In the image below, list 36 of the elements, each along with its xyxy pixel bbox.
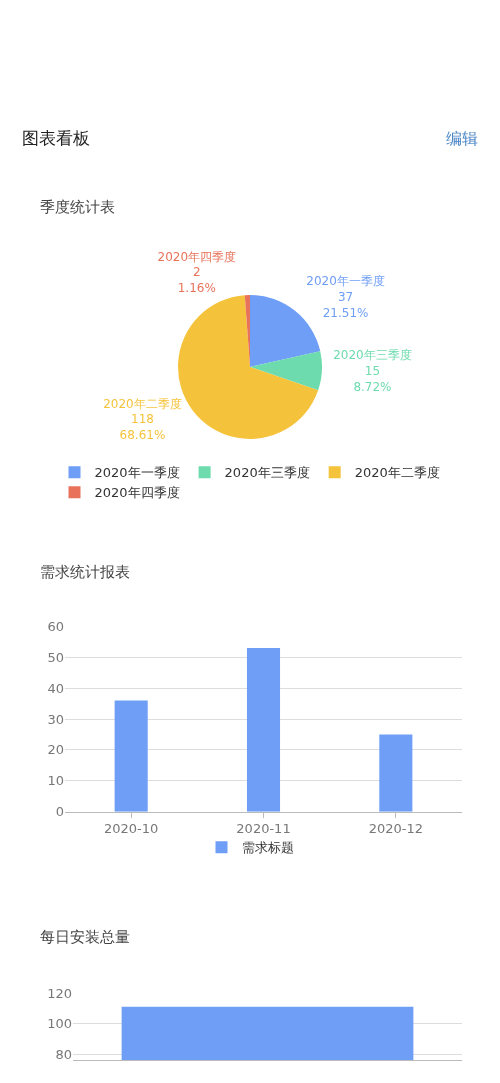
- pie-slice: [250, 351, 322, 391]
- legend-label: 需求标题: [241, 840, 294, 856]
- x-tick-label: 2020-12: [368, 821, 423, 837]
- slice-label: 2020年一季度: [306, 274, 385, 289]
- x-tick-label: 2020-10: [104, 821, 159, 837]
- bar: [379, 734, 413, 812]
- legend-label: 2020年三季度: [224, 465, 310, 481]
- y-tick-label: 40: [47, 680, 64, 696]
- bar: [246, 647, 281, 812]
- data-label: 37 21.51%: [322, 290, 369, 320]
- y-tick-label: 0: [55, 804, 64, 820]
- legend-label: 2020年四季度: [94, 485, 180, 501]
- slice-label: 2020年三季度: [333, 348, 412, 363]
- text: 编辑: [446, 129, 478, 148]
- slice-label: 2020年四季度: [157, 249, 237, 264]
- slice-label: 2020年二季度: [103, 396, 182, 411]
- y-tick-label: 100: [47, 1016, 72, 1032]
- bar: [114, 700, 148, 812]
- data-label: 118 68.61%: [119, 412, 166, 442]
- chart-title: 季度统计表: [40, 198, 115, 216]
- y-tick-label: 120: [47, 985, 72, 1001]
- y-tick-label: 10: [47, 773, 64, 789]
- chart-title: 需求统计报表: [40, 563, 130, 581]
- x-tick-label: 2020-11: [236, 821, 291, 837]
- legend-label: 2020年一季度: [94, 465, 180, 481]
- text: 图表看板: [22, 128, 90, 148]
- y-tick-label: 20: [47, 742, 64, 758]
- legend-label: 2020年二季度: [354, 465, 440, 481]
- chart-title: 每日安装总量: [40, 928, 130, 946]
- pie-slice: [250, 294, 321, 367]
- y-tick-label: 80: [55, 1046, 72, 1062]
- data-label: 15 8.72%: [353, 363, 392, 394]
- data-label: 2 1.16%: [177, 265, 216, 296]
- y-tick-label: 30: [47, 711, 64, 727]
- y-tick-label: 50: [47, 649, 64, 665]
- y-tick-label: 60: [47, 618, 64, 634]
